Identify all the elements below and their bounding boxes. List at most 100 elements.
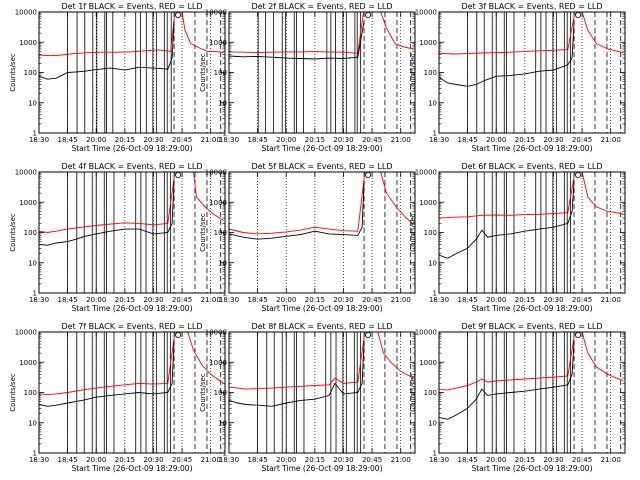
events-line (229, 21, 365, 60)
x-tick-label: 21:00 (601, 456, 621, 464)
y-tick-label: 1000 (19, 199, 37, 207)
peak-marker (575, 331, 582, 338)
panel-8: Det 8f BLACK = Events, RED = LLD 1 10 100 10… (199, 322, 416, 473)
data-gap (106, 171, 115, 294)
data-gap (566, 171, 572, 294)
x-tick-label: 18:30 (429, 456, 449, 464)
x-tick-label: 20:45 (362, 296, 382, 304)
x-tick-label: 21:00 (201, 296, 221, 304)
y-axis-label: Counts/sec (409, 53, 417, 92)
y-tick-label: 1 (223, 450, 227, 458)
data-gap (566, 331, 572, 454)
y-tick-label: 1000 (419, 359, 437, 367)
data-gap (273, 11, 283, 134)
y-axis-label: Counts/sec (9, 53, 17, 92)
x-tick-label: 18:45 (248, 456, 268, 464)
data-gap (555, 171, 565, 294)
panel-2: Det 2f BLACK = Events, RED = LLD 1 10 100 10… (199, 2, 416, 153)
x-tick-label: 21:00 (391, 296, 411, 304)
y-tick-label: 100 (24, 69, 37, 77)
data-gap (83, 331, 93, 454)
peak-marker (365, 331, 372, 338)
x-tick-label: 21:00 (601, 296, 621, 304)
data-gap (467, 331, 478, 454)
panel-4: Det 4f BLACK = Events, RED = LLD 1 10 100 10… (9, 162, 226, 313)
x-tick-label: 18:30 (219, 136, 239, 144)
y-tick-label: 1 (433, 130, 437, 138)
y-tick-label: 10000 (205, 329, 227, 337)
peak-marker (175, 171, 182, 178)
x-tick-label: 18:45 (458, 456, 478, 464)
data-gap (273, 331, 283, 454)
y-tick-label: 1000 (19, 359, 37, 367)
data-gap (545, 171, 554, 294)
data-gap (535, 171, 542, 294)
x-tick-label: 20:00 (276, 136, 296, 144)
x-tick-label: 20:15 (305, 296, 325, 304)
x-tick-label: 20:45 (362, 456, 382, 464)
x-tick-label: 20:00 (486, 136, 506, 144)
y-axis-label: Counts/sec (9, 213, 17, 252)
data-gap (506, 171, 515, 294)
y-tick-label: 10000 (15, 329, 37, 337)
data-gap (155, 331, 165, 454)
y-tick-label: 1000 (419, 39, 437, 47)
x-tick-label: 20:30 (543, 456, 563, 464)
x-tick-label: 18:45 (58, 456, 78, 464)
peak-marker (175, 11, 182, 18)
peak-marker (365, 11, 372, 18)
y-axis-label: Counts/sec (199, 373, 207, 412)
data-gap (535, 11, 542, 134)
x-tick-label: 20:30 (333, 296, 353, 304)
data-gap (495, 11, 505, 134)
data-gap (106, 11, 114, 134)
x-tick-label: 20:30 (333, 136, 353, 144)
lld-line (439, 172, 624, 219)
panel-1: Det 1f BLACK = Events, RED = LLD 1 10 100 10… (9, 2, 226, 153)
y-tick-label: 10000 (15, 169, 37, 177)
x-tick-label: 20:45 (362, 136, 382, 144)
y-axis-label: Counts/sec (409, 373, 417, 412)
x-axis-label: Start Time (26-Oct-09 18:29:00) (71, 144, 192, 153)
data-gap (535, 331, 542, 454)
x-tick-label: 20:15 (305, 136, 325, 144)
y-axis-label: Counts/sec (199, 53, 207, 92)
lld-line (439, 332, 624, 391)
y-tick-label: 10 (218, 259, 227, 267)
data-gap (356, 11, 362, 134)
y-tick-label: 100 (214, 389, 227, 397)
data-gap (495, 331, 505, 454)
y-tick-label: 10 (218, 419, 227, 427)
plot-frame (38, 171, 226, 294)
data-gap (285, 331, 295, 454)
lld-line (229, 332, 414, 390)
data-gap (155, 171, 165, 294)
data-gap (135, 11, 141, 134)
x-tick-label: 20:00 (486, 296, 506, 304)
x-tick-label: 20:00 (86, 456, 106, 464)
data-gap (483, 11, 493, 134)
x-axis-label: Start Time (26-Oct-09 18:29:00) (261, 144, 382, 153)
y-axis-label: Counts/sec (199, 213, 207, 252)
y-tick-label: 1000 (209, 39, 227, 47)
x-tick-label: 20:00 (276, 296, 296, 304)
data-gap (335, 11, 344, 134)
x-tick-label: 18:30 (429, 296, 449, 304)
panel-title: Det 3f BLACK = Events, RED = LLD (461, 2, 602, 11)
x-tick-label: 18:45 (248, 136, 268, 144)
y-tick-label: 10000 (415, 169, 437, 177)
panel-9: Det 9f BLACK = Events, RED = LLD 1 10 100 10… (409, 322, 626, 473)
y-tick-label: 1 (33, 130, 37, 138)
data-gap (96, 11, 106, 134)
data-gap (495, 171, 505, 294)
panel-title: Det 1f BLACK = Events, RED = LLD (61, 2, 202, 11)
x-tick-label: 20:45 (572, 296, 592, 304)
x-tick-label: 20:45 (172, 456, 192, 464)
data-gap (345, 11, 356, 134)
data-gap (145, 331, 154, 454)
x-tick-label: 20:00 (486, 456, 506, 464)
x-tick-label: 18:30 (29, 136, 49, 144)
lld-line (229, 172, 414, 235)
y-tick-label: 1000 (19, 39, 37, 47)
lld-line (39, 172, 224, 233)
